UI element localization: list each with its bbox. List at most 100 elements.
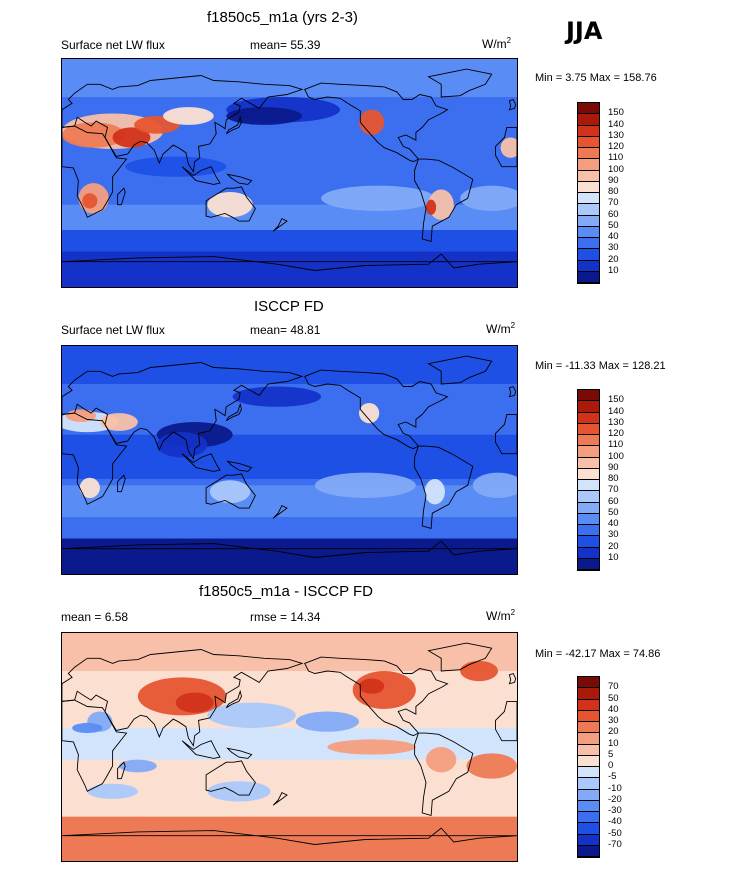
colorbar-tick-label: 110 [608, 152, 624, 164]
panel1-colorbar [577, 102, 600, 284]
colorbar-swatch [578, 390, 599, 402]
colorbar-swatch [578, 800, 599, 812]
greenland-coastline [427, 68, 493, 98]
colorbar-swatch [578, 722, 599, 734]
africa-west-coastline [495, 126, 517, 168]
colorbar-swatch [578, 547, 599, 559]
field-contour [72, 722, 103, 734]
colorbar-tick-label: 90 [608, 174, 619, 186]
madagascar-coastline [117, 474, 126, 493]
panel1-map-plot [62, 59, 517, 287]
colorbar-tick-label: 150 [608, 107, 624, 119]
field-contour [359, 109, 385, 135]
field-contour [112, 127, 151, 148]
panel3-rmse: rmse = 14.34 [250, 610, 321, 624]
colorbar-tick-label: 20 [608, 726, 619, 738]
panel3-mean: mean = 6.58 [61, 610, 129, 624]
colorbar-tick-label: 60 [608, 495, 619, 507]
field-band [62, 346, 517, 384]
field-contour [359, 678, 385, 694]
colorbar-swatch [578, 778, 599, 790]
colorbar-tick-label: 100 [608, 450, 624, 462]
colorbar-swatch [578, 823, 599, 835]
colorbar-swatch [578, 181, 599, 193]
field-contour [359, 403, 380, 424]
colorbar-tick-label: 40 [608, 231, 619, 242]
north-america-coastline [304, 369, 449, 450]
new-guinea-coastline [226, 460, 253, 472]
colorbar-swatch [578, 834, 599, 846]
field-contour [460, 185, 517, 211]
panel2-map [61, 345, 518, 575]
colorbar-swatch [578, 789, 599, 801]
colorbar-swatch [578, 502, 599, 514]
colorbar-swatch [578, 767, 599, 779]
colorbar-tick-label: -70 [608, 838, 622, 850]
colorbar-swatch [578, 688, 599, 700]
colorbar-tick-label: -5 [608, 771, 617, 783]
eurasia-coastline [62, 362, 304, 460]
panel1-units: W/m2 [482, 36, 512, 51]
field-band [62, 523, 517, 539]
south-america-coastline [414, 732, 474, 816]
field-band [62, 154, 517, 192]
colorbar-tick-label: 60 [608, 208, 619, 220]
field-contour [118, 759, 157, 773]
colorbar-swatch [578, 536, 599, 548]
new-zealand-coastline [272, 504, 288, 519]
colorbar-swatch [578, 480, 599, 492]
japan-coastline [225, 115, 242, 135]
colorbar-tick-label: 90 [608, 461, 619, 473]
colorbar-swatch [578, 446, 599, 458]
field-band [62, 403, 517, 429]
field-contour [62, 122, 126, 148]
colorbar-tick-label: 30 [608, 529, 619, 541]
field-contour [87, 783, 138, 799]
colorbar-swatch [578, 260, 599, 272]
colorbar-tick-label: 50 [608, 692, 619, 704]
colorbar-swatch [578, 423, 599, 435]
colorbar-tick-label: 40 [608, 518, 619, 529]
field-contour [226, 107, 303, 125]
colorbar-tick-label: 120 [608, 428, 624, 439]
colorbar-tick-label: 20 [608, 253, 619, 265]
field-contour [295, 711, 360, 732]
panel3-map [61, 632, 518, 862]
australia-coastline [205, 473, 256, 509]
panel3-colorbar [577, 676, 600, 858]
colorbar-swatch [578, 755, 599, 767]
colorbar-tick-label: 30 [608, 715, 619, 726]
colorbar-tick-label: -30 [608, 805, 622, 816]
panel3-minmax: Min = -42.17 Max = 74.86 [535, 648, 661, 660]
colorbar-swatch [578, 193, 599, 205]
colorbar-tick-label: 30 [608, 242, 619, 254]
colorbar-swatch [578, 558, 599, 570]
colorbar-tick-label: 120 [608, 141, 624, 152]
colorbar-swatch [578, 271, 599, 283]
field-contour [472, 472, 517, 498]
colorbar-tick-label: 100 [608, 163, 624, 175]
africa-west-coastline [495, 413, 517, 455]
colorbar-tick-label: 40 [608, 703, 619, 715]
panel2-variable-label: Surface net LW flux [61, 323, 165, 337]
colorbar-swatch [578, 457, 599, 469]
antarctica-coastline [62, 540, 517, 558]
field-contour [79, 477, 100, 498]
colorbar-tick-label: 20 [608, 540, 619, 552]
antarctica-coastline [62, 827, 517, 845]
field-contour [207, 781, 271, 802]
colorbar-swatch [578, 525, 599, 537]
field-contour [65, 409, 97, 422]
colorbar-swatch [578, 401, 599, 413]
colorbar-tick-label: 80 [608, 186, 619, 197]
field-contour [327, 739, 416, 755]
colorbar-swatch [578, 226, 599, 238]
panel2-map-plot [62, 346, 517, 574]
season-label: JJA [566, 17, 603, 45]
colorbar-tick-label: -40 [608, 816, 622, 828]
field-contour [209, 480, 251, 504]
colorbar-tick-label: 140 [608, 118, 624, 130]
colorbar-tick-label: 10 [608, 264, 619, 276]
colorbar-tick-label: 70 [608, 197, 619, 209]
madagascar-coastline [117, 761, 126, 780]
